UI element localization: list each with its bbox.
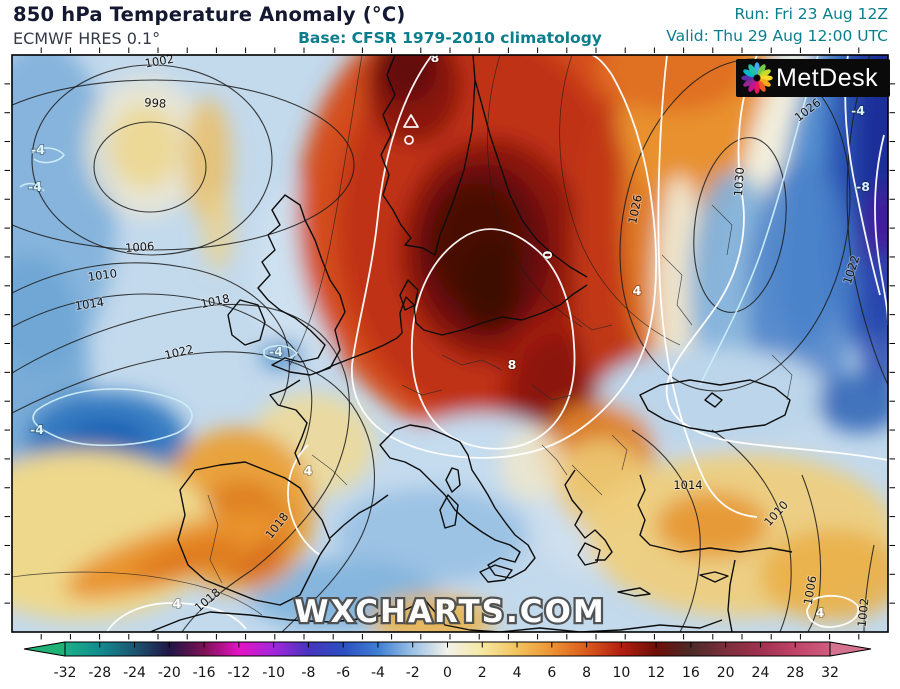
run-time-label: Run: Fri 23 Aug 12Z (734, 5, 888, 23)
anomaly-contour-label: -4 (31, 142, 45, 157)
chart-title: 850 hPa Temperature Anomaly (°C) (13, 3, 406, 26)
anomaly-contour-label: -4 (269, 344, 283, 359)
isobar-label: 1014 (673, 478, 702, 492)
anomaly-contour-label: -4 (30, 422, 44, 437)
model-label: ECMWF HRES 0.1° (13, 29, 161, 48)
colorbar-tick-label: -10 (262, 665, 285, 681)
metdesk-logo: MetDesk (736, 59, 890, 97)
anomaly-contour-label: 4 (304, 463, 313, 478)
anomaly-contour-label: -4 (851, 103, 865, 118)
country-borders (207, 204, 793, 584)
colorbar-tick-label: -2 (406, 665, 420, 681)
isobar-label: 1010 (87, 266, 118, 284)
colorbar-tick-label: -4 (371, 665, 385, 681)
starburst-ray (748, 80, 757, 92)
anomaly-contour-label: -8 (856, 179, 870, 194)
colorbar-tick-label: 2 (478, 665, 487, 681)
colorbar-tick-label: -20 (158, 665, 181, 681)
colorbar-tick-label: 16 (682, 665, 700, 681)
map-frame (11, 54, 889, 633)
colorbar-tick-label: 32 (821, 665, 839, 681)
valid-time-label: Valid: Thu 29 Aug 12:00 UTC (666, 27, 888, 45)
isobar-label: 1030 (731, 167, 747, 197)
anomaly-contour-label: 4 (816, 605, 825, 620)
anomaly-contour-label: 4 (633, 283, 642, 298)
colorbar-tick-label: 4 (513, 665, 522, 681)
colorbar-tick-label: 12 (647, 665, 665, 681)
colorbar-tick-label: 10 (612, 665, 630, 681)
isobar-label: 1002 (855, 597, 872, 628)
starburst-ray (743, 69, 755, 78)
isobar-label: 1014 (74, 295, 105, 313)
anomaly-contour-label: 0 (540, 251, 555, 260)
colorbar-tick-label: -28 (88, 665, 111, 681)
anomaly-contour-label: 4 (173, 596, 182, 611)
colorbar-tick-label: -8 (301, 665, 315, 681)
isobar-label: 998 (144, 95, 167, 110)
colorbar-tick-label: -16 (193, 665, 216, 681)
starburst-ray (748, 64, 757, 76)
anomaly-contours (19, 55, 888, 632)
starburst-ray (743, 78, 755, 87)
starburst-ray (759, 69, 771, 78)
metdesk-logo-text: MetDesk (776, 63, 879, 92)
base-climatology-label: Base: CFSR 1979-2010 climatology (298, 29, 602, 47)
colorbar-left-arrow (23, 641, 66, 657)
anomaly-contour-label: 8 (431, 50, 440, 65)
colorbar-tick-label: -32 (54, 665, 77, 681)
starburst-ray (757, 64, 766, 76)
colorbar-tick-label: 6 (547, 665, 556, 681)
map-axis-ticks (4, 47, 895, 640)
colorbar-tick-label: 28 (786, 665, 804, 681)
coastlines (149, 55, 793, 632)
watermark: WXCHARTS.COM (294, 594, 605, 630)
colorbar-tick-label: 8 (582, 665, 591, 681)
isobar-label: 1006 (125, 239, 155, 255)
colorbar-tick-label: 20 (717, 665, 735, 681)
colorbar-tick-label: -24 (123, 665, 146, 681)
anomaly-contour-label: 8 (508, 357, 517, 372)
starburst-ray (757, 80, 766, 92)
anomaly-field-blobs (12, 55, 888, 632)
starburst-icon (741, 62, 773, 94)
isobar-label: 1006 (801, 575, 820, 606)
colorbar-tick-label: -12 (227, 665, 250, 681)
colorbar-tick-label: 24 (752, 665, 770, 681)
colorbar-right-arrow (829, 641, 872, 657)
starburst-ray (759, 78, 771, 87)
colorbar: -32 -28 -24 -20 -16 -12 -10 -8 -6 -4 -2 0 2 4 6 8 10 12 16… (23, 641, 872, 681)
colorbar-tick-label: -6 (336, 665, 350, 681)
colorbar-tick-label: 0 (443, 665, 452, 681)
anomaly-contour-label: -4 (28, 179, 42, 194)
